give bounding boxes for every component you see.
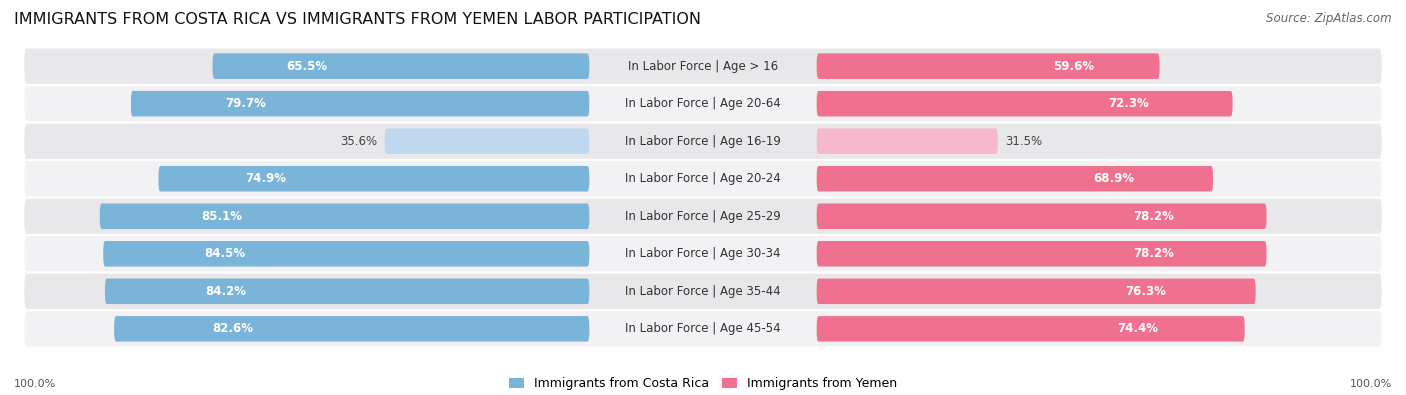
FancyBboxPatch shape — [212, 53, 589, 79]
Text: In Labor Force | Age 20-64: In Labor Force | Age 20-64 — [626, 97, 780, 110]
Text: 82.6%: 82.6% — [212, 322, 253, 335]
FancyBboxPatch shape — [24, 161, 1382, 196]
Text: 100.0%: 100.0% — [1350, 379, 1392, 389]
FancyBboxPatch shape — [817, 166, 1213, 192]
FancyBboxPatch shape — [817, 241, 1267, 267]
FancyBboxPatch shape — [817, 53, 1160, 79]
Text: 84.5%: 84.5% — [204, 247, 245, 260]
Text: 72.3%: 72.3% — [1108, 97, 1149, 110]
FancyBboxPatch shape — [24, 49, 1382, 84]
Text: In Labor Force | Age > 16: In Labor Force | Age > 16 — [628, 60, 778, 73]
FancyBboxPatch shape — [817, 278, 1256, 304]
FancyBboxPatch shape — [817, 203, 1267, 229]
FancyBboxPatch shape — [24, 311, 1382, 346]
FancyBboxPatch shape — [24, 236, 1382, 271]
Text: In Labor Force | Age 30-34: In Labor Force | Age 30-34 — [626, 247, 780, 260]
FancyBboxPatch shape — [105, 278, 589, 304]
Text: 31.5%: 31.5% — [1005, 135, 1042, 148]
FancyBboxPatch shape — [24, 199, 1382, 234]
Text: 35.6%: 35.6% — [340, 135, 378, 148]
Text: 84.2%: 84.2% — [205, 285, 246, 298]
Text: 78.2%: 78.2% — [1133, 247, 1174, 260]
FancyBboxPatch shape — [24, 274, 1382, 309]
FancyBboxPatch shape — [817, 91, 1233, 117]
Text: Source: ZipAtlas.com: Source: ZipAtlas.com — [1267, 12, 1392, 25]
FancyBboxPatch shape — [817, 316, 1244, 342]
FancyBboxPatch shape — [24, 86, 1382, 121]
Text: 79.7%: 79.7% — [225, 97, 266, 110]
FancyBboxPatch shape — [159, 166, 589, 192]
Text: In Labor Force | Age 16-19: In Labor Force | Age 16-19 — [626, 135, 780, 148]
Text: 100.0%: 100.0% — [14, 379, 56, 389]
FancyBboxPatch shape — [817, 128, 998, 154]
Text: 74.9%: 74.9% — [246, 172, 287, 185]
Text: 68.9%: 68.9% — [1094, 172, 1135, 185]
Text: IMMIGRANTS FROM COSTA RICA VS IMMIGRANTS FROM YEMEN LABOR PARTICIPATION: IMMIGRANTS FROM COSTA RICA VS IMMIGRANTS… — [14, 12, 702, 27]
Legend: Immigrants from Costa Rica, Immigrants from Yemen: Immigrants from Costa Rica, Immigrants f… — [505, 372, 901, 395]
Text: In Labor Force | Age 20-24: In Labor Force | Age 20-24 — [626, 172, 780, 185]
FancyBboxPatch shape — [103, 241, 589, 267]
FancyBboxPatch shape — [131, 91, 589, 117]
FancyBboxPatch shape — [100, 203, 589, 229]
Text: 76.3%: 76.3% — [1125, 285, 1167, 298]
FancyBboxPatch shape — [114, 316, 589, 342]
FancyBboxPatch shape — [24, 124, 1382, 159]
Text: In Labor Force | Age 45-54: In Labor Force | Age 45-54 — [626, 322, 780, 335]
Text: 74.4%: 74.4% — [1118, 322, 1159, 335]
FancyBboxPatch shape — [384, 128, 589, 154]
Text: In Labor Force | Age 35-44: In Labor Force | Age 35-44 — [626, 285, 780, 298]
Text: 59.6%: 59.6% — [1053, 60, 1094, 73]
Text: In Labor Force | Age 25-29: In Labor Force | Age 25-29 — [626, 210, 780, 223]
Text: 85.1%: 85.1% — [201, 210, 243, 223]
Text: 65.5%: 65.5% — [287, 60, 328, 73]
Text: 78.2%: 78.2% — [1133, 210, 1174, 223]
